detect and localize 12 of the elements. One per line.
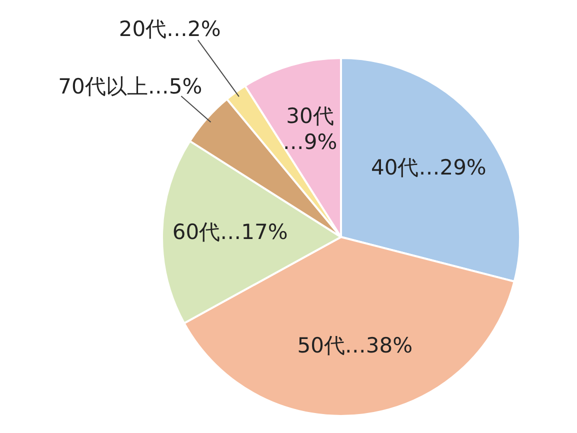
slice-label: 30代: [286, 104, 334, 128]
data-label: …29%: [418, 155, 486, 180]
data-label: …2%: [166, 16, 221, 41]
slice-label: 20代: [118, 16, 167, 41]
data-label: …38%: [344, 334, 413, 358]
slice-label: 40代: [370, 155, 419, 180]
data-label: …9%: [282, 130, 338, 154]
slice-label: 70代以上: [58, 74, 148, 99]
data-label: …17%: [220, 220, 288, 244]
slice-label: 50代: [297, 334, 345, 358]
slice-label: 60代: [172, 220, 220, 244]
data-label: …5%: [148, 74, 202, 99]
